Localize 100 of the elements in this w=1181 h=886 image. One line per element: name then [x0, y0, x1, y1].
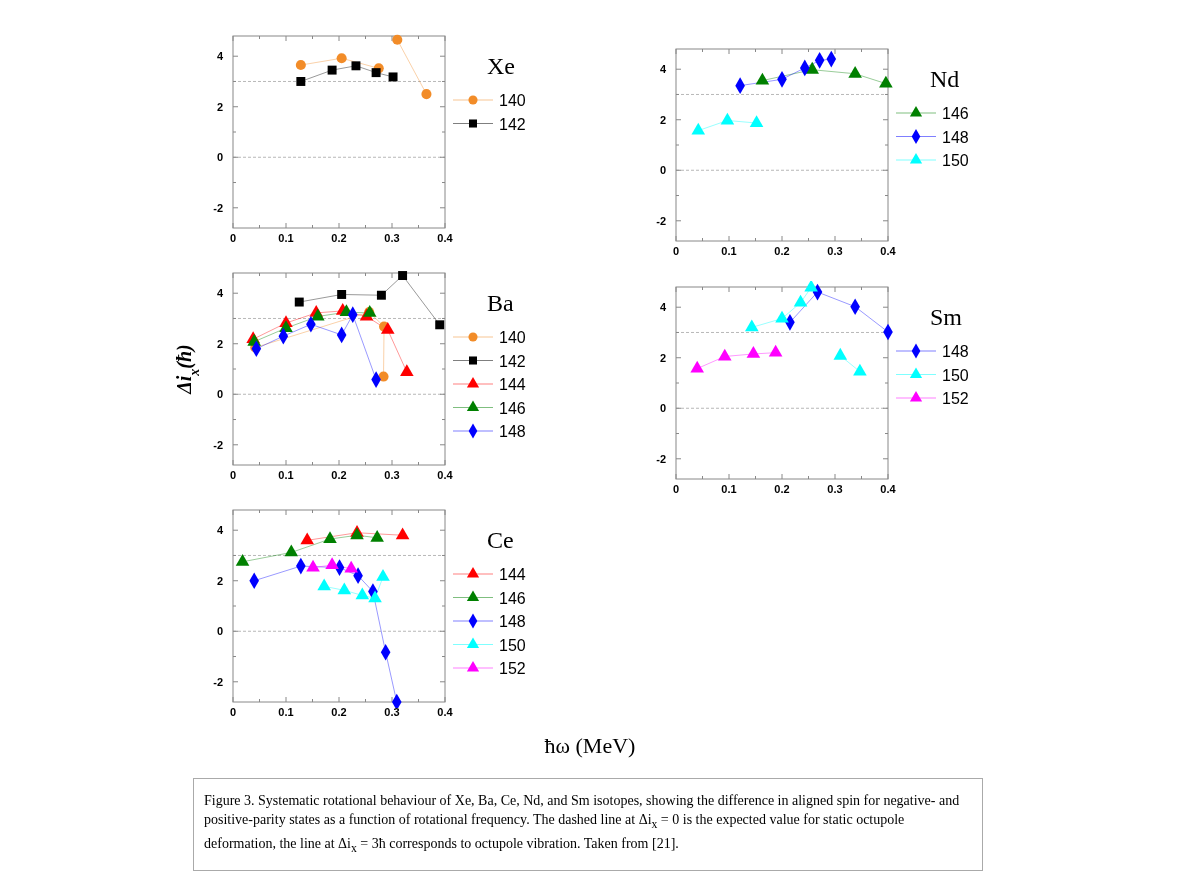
point	[768, 344, 783, 357]
x-tick-label: 0.4	[437, 232, 454, 244]
x-tick-label: 0.1	[721, 245, 737, 257]
legend-label: 144	[499, 376, 526, 393]
y-tick-label: -2	[213, 201, 223, 214]
y-tick-label: -2	[656, 452, 666, 465]
y-tick-label: 0	[216, 151, 223, 164]
text: Figure 3. Systematic rotational behaviour of Xe, Ba, Ce, Nd, and Sm isotopes, showing the difference in aligned spin for negative- and positive-parity states as a function of rotational frequency. The dashed line at Δi$_{x}$ = 0 is the expected value for static octupole deformation, the line at Δi$_{x}$ = 3ħ corresponds to octupole vibration. Taken from [21].	[204, 793, 960, 855]
legend-label: 144	[499, 566, 526, 583]
point	[325, 557, 339, 569]
legend-label: 148	[499, 423, 526, 440]
legend-label: 150	[499, 636, 526, 654]
point	[395, 527, 410, 540]
point	[295, 60, 306, 71]
point	[311, 308, 325, 321]
point	[398, 271, 408, 280]
legend-label: 140	[499, 329, 526, 346]
y-tick-label: 4	[659, 63, 667, 76]
y-tick-label: 2	[659, 113, 666, 126]
x-tick-label: 0.2	[774, 245, 790, 257]
point	[368, 590, 382, 603]
point	[744, 319, 759, 332]
x-tick-label: 0.2	[774, 483, 790, 495]
point	[853, 363, 867, 376]
point	[235, 553, 250, 566]
x-tick-label: 0.3	[827, 483, 843, 495]
legend-title: Ba	[487, 290, 515, 316]
point	[294, 297, 304, 307]
x-tick-label: 0	[672, 245, 680, 257]
point	[371, 68, 381, 78]
point	[376, 569, 390, 581]
legend-label: 152	[499, 660, 526, 677]
point	[323, 531, 337, 543]
x-tick-label: 0	[229, 469, 237, 481]
y-tick-label: 2	[216, 574, 223, 587]
point	[435, 320, 445, 330]
x-tick-label: 0.4	[437, 706, 454, 718]
y-tick-label: -2	[213, 438, 223, 451]
x-tick-label: 0.3	[827, 245, 843, 257]
legend-label: 146	[942, 105, 969, 122]
y-tick-label: 2	[659, 351, 666, 364]
x-tick-label: 0.2	[331, 706, 347, 718]
x-tick-label: 0	[229, 232, 237, 244]
legend-label: 146	[499, 589, 526, 607]
point	[336, 53, 347, 64]
x-axis-title: ħω (MeV)	[544, 733, 636, 758]
legend-label: 142	[499, 115, 526, 133]
point	[746, 346, 761, 358]
legend-title: Ce	[487, 527, 514, 553]
legend-label: 150	[942, 152, 969, 169]
point	[388, 72, 398, 82]
point	[300, 532, 314, 545]
legend-label: 152	[942, 390, 969, 407]
x-tick-label: 0.1	[721, 483, 737, 495]
point	[392, 34, 403, 45]
point	[793, 294, 808, 307]
x-tick-label: 0.1	[278, 469, 294, 481]
x-tick-label: 0.3	[384, 469, 400, 481]
legend-title: Xe	[487, 53, 515, 79]
point	[804, 281, 818, 292]
point	[284, 544, 299, 557]
legend-title: Nd	[930, 66, 960, 92]
y-tick-label: 4	[216, 287, 224, 300]
legend-label: 148	[499, 613, 526, 630]
point	[400, 364, 414, 376]
y-tick-label: -2	[656, 214, 666, 227]
y-tick-label: -2	[213, 675, 223, 688]
point	[355, 587, 370, 600]
point	[717, 348, 732, 361]
point	[351, 61, 361, 71]
point	[391, 693, 402, 708]
point	[833, 347, 848, 360]
legend-label: 140	[499, 92, 526, 109]
x-tick-label: 0.3	[384, 232, 400, 244]
legend-label: 142	[499, 352, 526, 370]
y-tick-label: 2	[216, 100, 223, 113]
point	[380, 321, 395, 334]
point	[337, 290, 347, 299]
x-tick-label: 0.4	[880, 483, 897, 495]
point	[421, 89, 432, 100]
x-tick-label: 0.1	[278, 706, 294, 718]
x-tick-label: 0.4	[437, 469, 454, 481]
legend-label: 148	[942, 128, 969, 146]
y-tick-label: 4	[216, 524, 224, 537]
y-tick-label: 4	[659, 301, 667, 314]
legend-title: Sm	[930, 304, 963, 330]
point	[370, 529, 384, 542]
point	[296, 77, 306, 86]
point	[306, 559, 320, 572]
x-tick-label: 0.2	[331, 232, 347, 244]
x-tick-label: 0.3	[384, 706, 400, 718]
y-tick-label: 0	[216, 625, 223, 638]
x-tick-label: 0.1	[278, 232, 294, 244]
y-tick-label: 4	[216, 50, 224, 63]
legend-label: 150	[942, 366, 969, 384]
x-tick-label: 0	[672, 483, 680, 495]
point	[337, 582, 352, 595]
point	[344, 560, 358, 573]
y-tick-label: 0	[659, 402, 666, 415]
point	[775, 310, 789, 323]
